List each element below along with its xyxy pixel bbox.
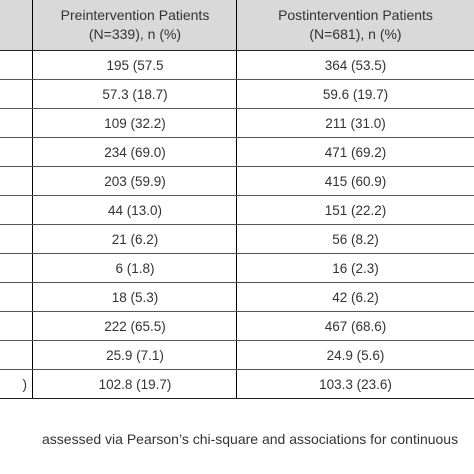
row-divider (0, 137, 474, 138)
row-label (0, 109, 30, 138)
preintervention-cell: 102.8 (19.7) (98, 377, 172, 392)
row-label (0, 138, 30, 167)
row-divider (0, 311, 474, 312)
row-label (0, 254, 30, 283)
postintervention-cell: 151 (22.2) (324, 203, 387, 218)
row-divider (0, 50, 474, 51)
row-label (0, 80, 30, 109)
header-postintervention-count: (N=681), n (%) (309, 26, 402, 42)
preintervention-cell: 6 (1.8) (115, 261, 155, 276)
table-footnote: assessed via Pearson’s chi-square and as… (42, 431, 459, 447)
preintervention-cell: 222 (65.5) (104, 319, 166, 334)
row-label (0, 283, 30, 312)
row-divider (0, 166, 474, 167)
postintervention-cell: 471 (69.2) (324, 145, 387, 160)
preintervention-cell: 18 (5.3) (111, 290, 159, 305)
row-divider (0, 282, 474, 283)
header-preintervention-title: Preintervention Patients (60, 7, 210, 23)
postintervention-cell: 415 (60.9) (324, 174, 387, 189)
header-preintervention: Preintervention Patients (N=339), n (%) (33, 0, 237, 50)
preintervention-cell: 234 (69.0) (104, 145, 166, 160)
header-postintervention: Postintervention Patients (N=681), n (%) (237, 0, 474, 50)
row-label (0, 196, 30, 225)
postintervention-cell: 16 (2.3) (332, 261, 379, 276)
preintervention-cell: 21 (6.2) (111, 232, 159, 247)
preintervention-cell: 57.3 (18.7) (102, 87, 168, 102)
row-label (0, 51, 30, 80)
postintervention-cell: 56 (8.2) (332, 232, 379, 247)
postintervention-cell: 59.6 (19.7) (322, 87, 389, 102)
column-divider (236, 0, 237, 398)
postintervention-cell: 42 (6.2) (332, 290, 379, 305)
preintervention-cell: 195 (57.5 (106, 58, 164, 73)
preintervention-cell: 25.9 (7.1) (106, 348, 164, 363)
postintervention-cell: 211 (31.0) (325, 116, 386, 131)
row-divider (0, 253, 474, 254)
column-divider (32, 0, 33, 398)
preintervention-cell: 203 (59.9) (104, 174, 166, 189)
row-divider (0, 398, 474, 399)
row-label (0, 312, 30, 341)
postintervention-cell: 364 (53.5) (324, 58, 387, 73)
row-divider (0, 79, 474, 80)
preintervention-cell: 44 (13.0) (107, 203, 163, 218)
row-label: ) (22, 377, 28, 392)
row-divider (0, 108, 474, 109)
row-divider (0, 340, 474, 341)
row-divider (0, 224, 474, 225)
table-header (0, 0, 474, 50)
preintervention-cell: 109 (32.2) (104, 116, 166, 131)
row-label (0, 167, 30, 196)
row-label (0, 341, 30, 370)
header-postintervention-title: Postintervention Patients (278, 7, 433, 23)
row-divider (0, 195, 474, 196)
row-label (0, 225, 30, 254)
postintervention-cell: 467 (68.6) (324, 319, 387, 334)
header-preintervention-count: (N=339), n (%) (88, 26, 182, 42)
postintervention-cell: 103.3 (23.6) (319, 377, 392, 392)
row-divider (0, 369, 474, 370)
postintervention-cell: 24.9 (5.6) (326, 348, 385, 363)
